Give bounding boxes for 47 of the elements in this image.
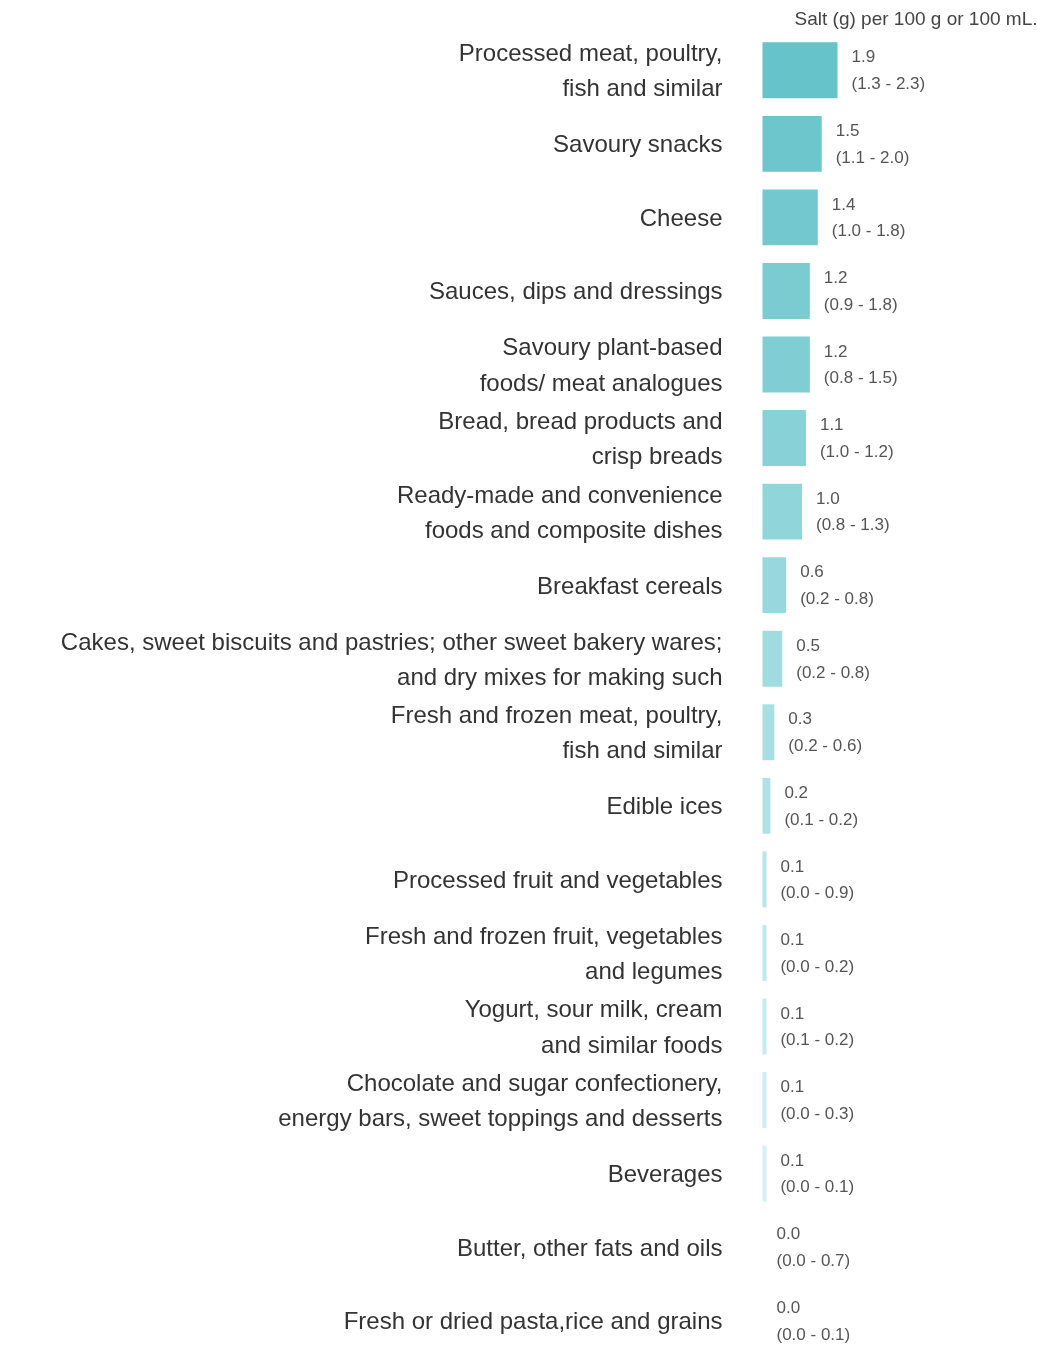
y-tick-label: Yogurt, sour milk, cream and similar foods: [464, 995, 723, 1058]
y-tick-label: Butter, other fats and oils: [457, 1233, 723, 1261]
y-tick-label: Fresh and frozen meat, poultry, fish and similar: [390, 701, 723, 764]
text: Salt (g) per 100 g or 100 mL.: [794, 7, 1037, 29]
y-tick-label: Cheese: [639, 203, 723, 231]
data-label: 0.2 (0.1 - 0.2): [784, 783, 859, 829]
bar: [762, 115, 822, 172]
data-label: 1.5 (1.1 - 2.0): [835, 121, 910, 167]
bar: [762, 704, 775, 761]
data-label: 0.5 (0.2 - 0.8): [796, 635, 870, 682]
data-label: 1.1 (1.0 - 1.2): [819, 415, 894, 461]
y-tick-label: Savoury snacks: [553, 130, 723, 158]
y-tick-label: Savoury plant-based foods/ meat analogues: [479, 333, 723, 396]
bar: [762, 262, 810, 319]
y-tick-label: Edible ices: [606, 792, 723, 820]
data-label: 1.9 (1.3 - 2.3): [851, 47, 926, 94]
y-tick-label: Fresh and frozen fruit, vegetables and legumes: [364, 921, 723, 984]
y-tick-label: Sauces, dips and dressings: [428, 277, 723, 305]
data-label: 0.1 (0.0 - 0.9): [780, 856, 855, 903]
y-tick-label: Processed meat, poultry, fish and similar: [458, 39, 723, 102]
y-tick-label: Beverages: [607, 1160, 723, 1188]
data-label: 1.2 (0.8 - 1.5): [823, 341, 898, 388]
bar: [762, 410, 806, 467]
y-tick-label: Chocolate and sugar confectionery, energy bars, sweet toppings and desserts: [278, 1069, 723, 1132]
data-label: 0.1 (0.1 - 0.2): [780, 1003, 855, 1050]
y-tick-label: Ready-made and convenience foods and composite dishes: [396, 480, 723, 543]
data-label: 0.6 (0.2 - 0.8): [800, 562, 874, 608]
bar: [762, 336, 810, 393]
y-tick-label: Cakes, sweet biscuits and pastries; other sweet bakery wares; and dry mixes for making such: [60, 627, 723, 690]
data-label: 1.2 (0.9 - 1.8): [823, 268, 898, 314]
data-label: 0.1 (0.0 - 0.1): [780, 1150, 855, 1197]
y-tick-label: Fresh or dried pasta,rice and grains: [343, 1307, 723, 1335]
bar: [762, 189, 818, 246]
data-label: 0.3 (0.2 - 0.6): [788, 709, 863, 756]
data-label: 1.4 (1.0 - 1.8): [831, 194, 906, 241]
data-label: 0.0 (0.0 - 0.7): [776, 1224, 851, 1270]
y-tick-label: Processed fruit and vegetables: [392, 865, 723, 893]
bar: [762, 42, 838, 99]
data-label: 0.1 (0.0 - 0.3): [780, 1077, 855, 1123]
bar: [762, 630, 783, 687]
bar: [762, 557, 787, 614]
data-label: 0.1 (0.0 - 0.2): [780, 930, 855, 976]
bar: [762, 483, 802, 540]
data-label: 0.0 (0.0 - 0.1): [776, 1297, 851, 1344]
y-tick-label: Breakfast cereals: [537, 571, 723, 599]
y-tick-label: Bread, bread products and crisp breads: [438, 407, 723, 470]
data-label: 1.0 (0.8 - 1.3): [815, 488, 890, 535]
